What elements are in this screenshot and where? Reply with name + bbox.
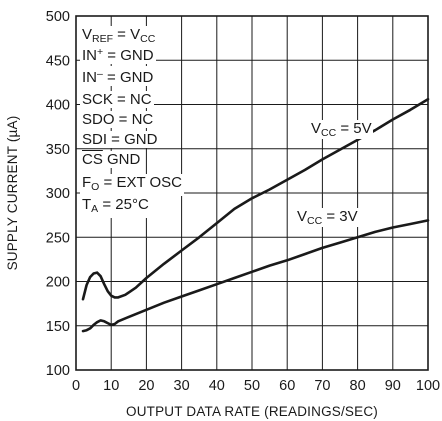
condition-text: = GND — [103, 47, 154, 64]
y-tick-label: 450 — [46, 53, 70, 69]
x-tick-label: 0 — [72, 378, 80, 394]
y-tick-label: 100 — [46, 363, 70, 379]
condition-text: SDI = GND — [82, 131, 158, 148]
condition-text: = V — [113, 26, 141, 43]
x-tick-label: 30 — [174, 378, 190, 394]
x-tick-label: 100 — [416, 378, 440, 394]
x-tick-label: 70 — [314, 378, 330, 394]
series-lines — [81, 97, 430, 333]
tick-labels: 0 10 20 30 40 50 60 70 80 90 100 100 150 200 250 300 350… — [46, 9, 440, 394]
condition-line: SDI = GND — [80, 131, 160, 148]
condition-line: SCK = NC — [80, 91, 154, 108]
y-tick-label: 350 — [46, 142, 70, 158]
x-tick-label: 60 — [279, 378, 295, 394]
condition-text: CS — [82, 151, 103, 168]
condition-text: F — [82, 174, 92, 191]
series-label-subscript: CC — [321, 127, 337, 139]
y-tick-label: 300 — [46, 186, 70, 202]
series-label-0: VCC = 5V — [310, 120, 373, 139]
condition-superscript: – — [97, 68, 103, 80]
x-tick-label: 50 — [244, 378, 260, 394]
x-axis-title: OUTPUT DATA RATE (READINGS/SEC) — [126, 404, 378, 419]
x-tick-label: 90 — [385, 378, 401, 394]
condition-line: SDO = NC — [80, 111, 156, 128]
condition-line: VREF = VCC — [80, 26, 158, 48]
condition-text: = 25°C — [98, 196, 149, 213]
condition-text: = EXT OSC — [99, 174, 183, 191]
series-label-text: = 5V — [336, 120, 372, 137]
y-axis-title: SUPPLY CURRENT (µA) — [5, 116, 20, 271]
series-line-1 — [81, 219, 430, 333]
condition-text: = GND — [102, 69, 154, 86]
x-tick-label: 40 — [209, 378, 225, 394]
condition-subscript: O — [91, 181, 100, 193]
plot-frame — [75, 15, 429, 371]
condition-text: GND — [102, 151, 141, 168]
y-tick-label: 200 — [46, 275, 70, 291]
y-tick-label: 150 — [46, 319, 70, 335]
condition-subscript: A — [91, 203, 99, 215]
condition-line: FO = EXT OSC — [80, 174, 185, 196]
x-tick-label: 80 — [350, 378, 366, 394]
series-line-0 — [81, 97, 430, 301]
series-label-text: V — [297, 208, 308, 225]
condition-text: IN — [82, 47, 97, 64]
condition-line: IN– = GND — [80, 66, 156, 86]
condition-line: IN+ = GND — [80, 44, 156, 64]
condition-text: T — [82, 196, 92, 213]
series-label-text: = 3V — [322, 208, 358, 225]
y-tick-label: 500 — [46, 9, 70, 25]
condition-line: TA = 25°C — [80, 196, 151, 218]
condition-text: SDO = NC — [82, 111, 154, 128]
condition-subscript: REF — [92, 33, 114, 45]
condition-line: CS GND — [80, 151, 143, 168]
series-label-text: V — [311, 120, 322, 137]
condition-superscript: + — [97, 46, 104, 58]
condition-text: V — [82, 26, 93, 43]
y-tick-label: 250 — [46, 230, 70, 246]
y-tick-label: 400 — [46, 98, 70, 114]
condition-subscript: CC — [140, 33, 156, 45]
x-tick-label: 20 — [138, 378, 154, 394]
x-tick-label: 10 — [103, 378, 119, 394]
series-label-subscript: CC — [307, 215, 323, 227]
condition-text: IN — [82, 69, 97, 86]
condition-text: SCK = NC — [82, 91, 152, 108]
series-label-1: VCC = 3V — [296, 208, 359, 227]
